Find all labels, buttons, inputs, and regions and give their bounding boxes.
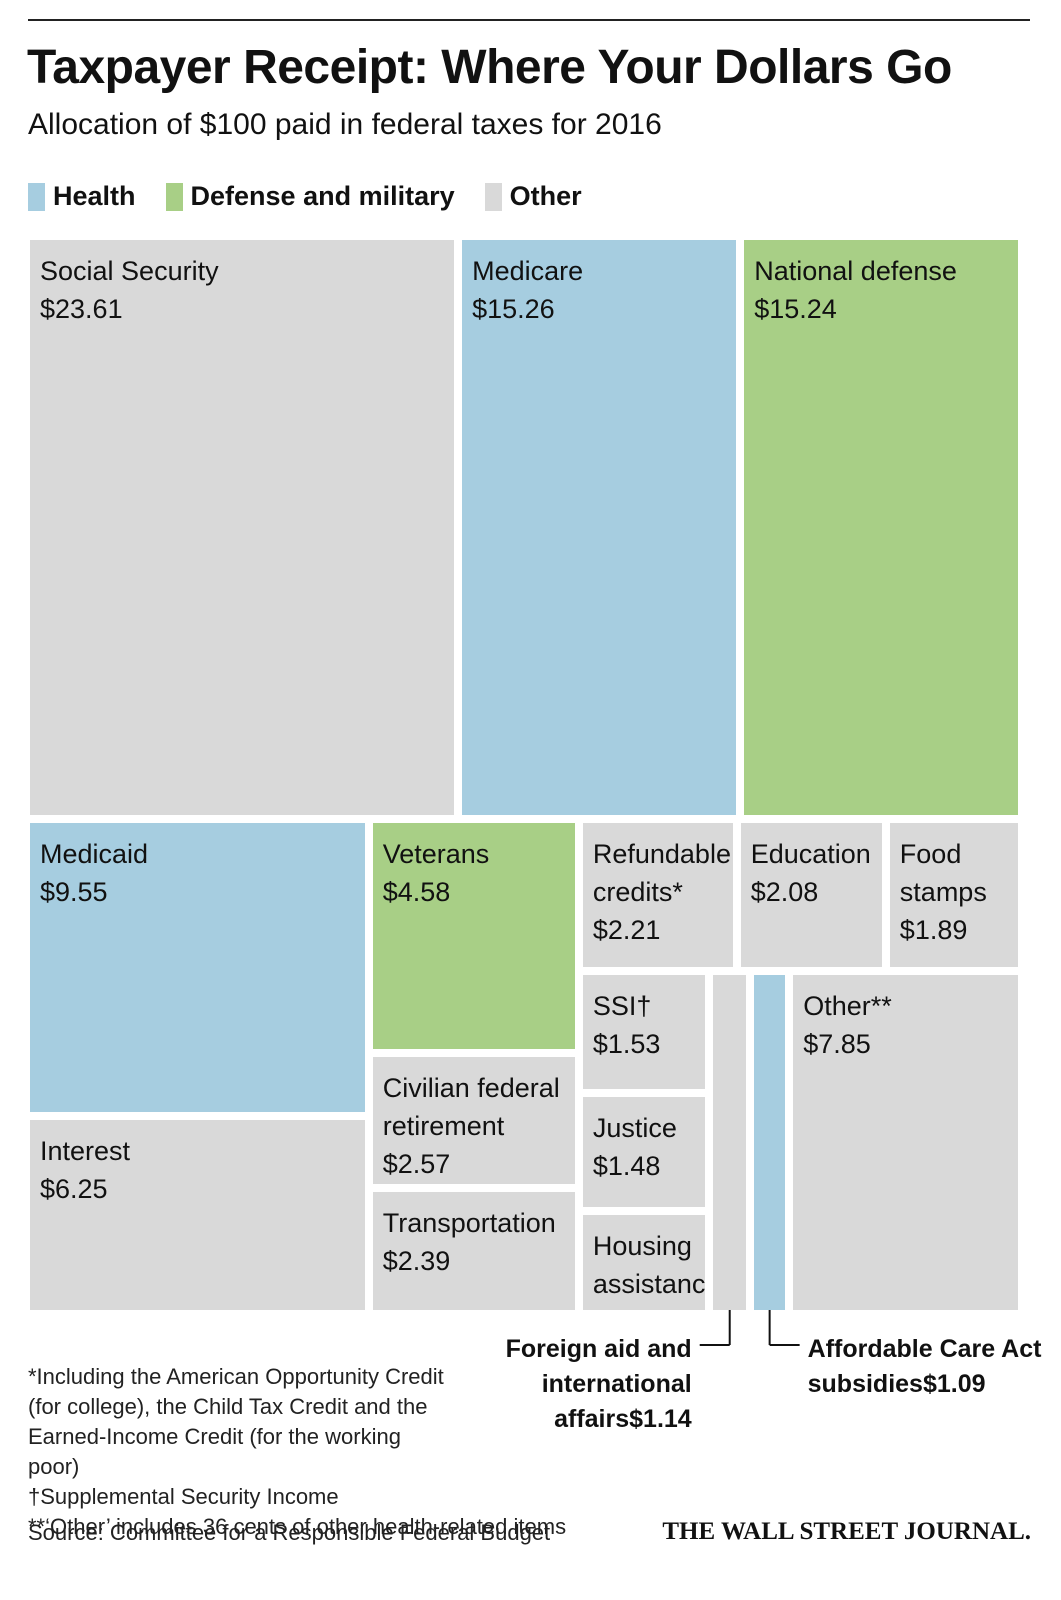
cell-label: Transportation [382,1207,556,1238]
chart-title: Taxpayer Receipt: Where Your Dollars Go [27,41,952,94]
cell-label: Food stamps [899,838,987,907]
legend-label: Defense and military [190,181,455,211]
treemap-cell [713,974,746,1310]
legend-swatch [28,182,45,211]
top-rule [28,19,1030,21]
cell-value: $1.14 [629,1405,692,1433]
treemap-cell [754,974,786,1310]
cell-value: $2.57 [382,1148,451,1179]
cell-label: Medicaid [40,838,149,869]
source: Source: Committee for a Responsible Fede… [28,1520,551,1545]
cell-label: Medicare [472,256,584,286]
outside-label: Affordable Care Act subsidies$1.09 [808,1332,1048,1402]
cell-label: Education [750,838,871,869]
legend: Health Defense and military Other [28,181,582,212]
treemap-cell: Medicaid $9.55 [30,822,365,1113]
legend-item: Defense and military [165,181,455,212]
cell-value: $2.08 [750,876,819,907]
treemap-cell: Transportation $2.39 [372,1191,575,1310]
cell-label: Interest [40,1136,131,1167]
cell-value: $1.27 [593,1303,696,1310]
treemap-cell: Housing assistance $1.27 [582,1215,706,1310]
cell-value: $7.85 [803,1028,871,1059]
treemap-cell: Medicare $15.26 [462,240,737,815]
legend-label: Health [53,181,136,211]
cell-label: Affordable Care Act subsidies [807,1335,1042,1398]
chart-subtitle: Allocation of $100 paid in federal taxes… [28,108,662,141]
cell-value: $2.39 [382,1245,451,1276]
treemap-cell: Interest $6.25 [30,1120,365,1310]
cell-value: $1.89 [899,914,968,945]
cell-value: $1.53 [592,1028,661,1059]
legend-item: Other [484,181,582,212]
footnotes: *Including the American Opportunity Cred… [28,1362,648,1542]
cell-label: SSI† [592,990,652,1021]
cell-label: Refundable credits* [592,838,731,907]
cell-label: Foreign aid and international affairs [505,1335,692,1433]
cell-label: Other** [803,990,892,1021]
cell-label: Civilian federal retirement [382,1072,560,1141]
footnote: *Including the American Opportunity Cred… [28,1364,444,1479]
cell-value: $15.24 [754,294,837,324]
cell-value: $15.26 [472,294,555,324]
legend-swatch [165,182,183,211]
cell-value: $6.25 [40,1174,108,1205]
treemap-cell: Refundable credits* $2.21 [582,822,733,967]
treemap-cell: Justice $1.48 [582,1096,706,1208]
cell-label: Justice [592,1112,677,1143]
treemap-cell: Other** $7.85 [793,974,1018,1310]
cell-value: $9.55 [40,876,108,907]
cell-label: Housing assistance [592,1231,706,1300]
cell-value: $23.61 [40,294,123,324]
cell-label: National defense [754,256,957,286]
treemap-cell: SSI† $1.53 [582,974,706,1089]
footnote: †Supplemental Security Income [28,1484,339,1509]
treemap-cell: Food stamps $1.89 [889,822,1018,967]
legend-label: Other [509,181,582,211]
treemap-cell: Veterans $4.58 [372,822,575,1049]
legend-swatch [484,182,502,211]
cell-value: $1.48 [592,1150,661,1181]
treemap-cell: Education $2.08 [740,822,882,967]
publisher: THE WALL STREET JOURNAL. [662,1518,1031,1545]
cell-value: $4.58 [382,876,451,907]
legend-item: Health [28,181,136,212]
cell-label: Veterans [382,838,490,869]
outside-label: Foreign aid and international affairs$1.… [452,1332,692,1437]
treemap-cell: Social Security $23.61 [30,240,455,815]
cell-value: $2.21 [592,914,661,945]
cell-value: $1.09 [922,1370,986,1398]
cell-label: Social Security [40,256,219,286]
footnote: **‘Other’ includes 36 cents of other hea… [28,1514,567,1539]
treemap-cell: Civilian federal retirement $2.57 [372,1056,575,1184]
treemap-cell: National defense $15.24 [744,240,1018,815]
